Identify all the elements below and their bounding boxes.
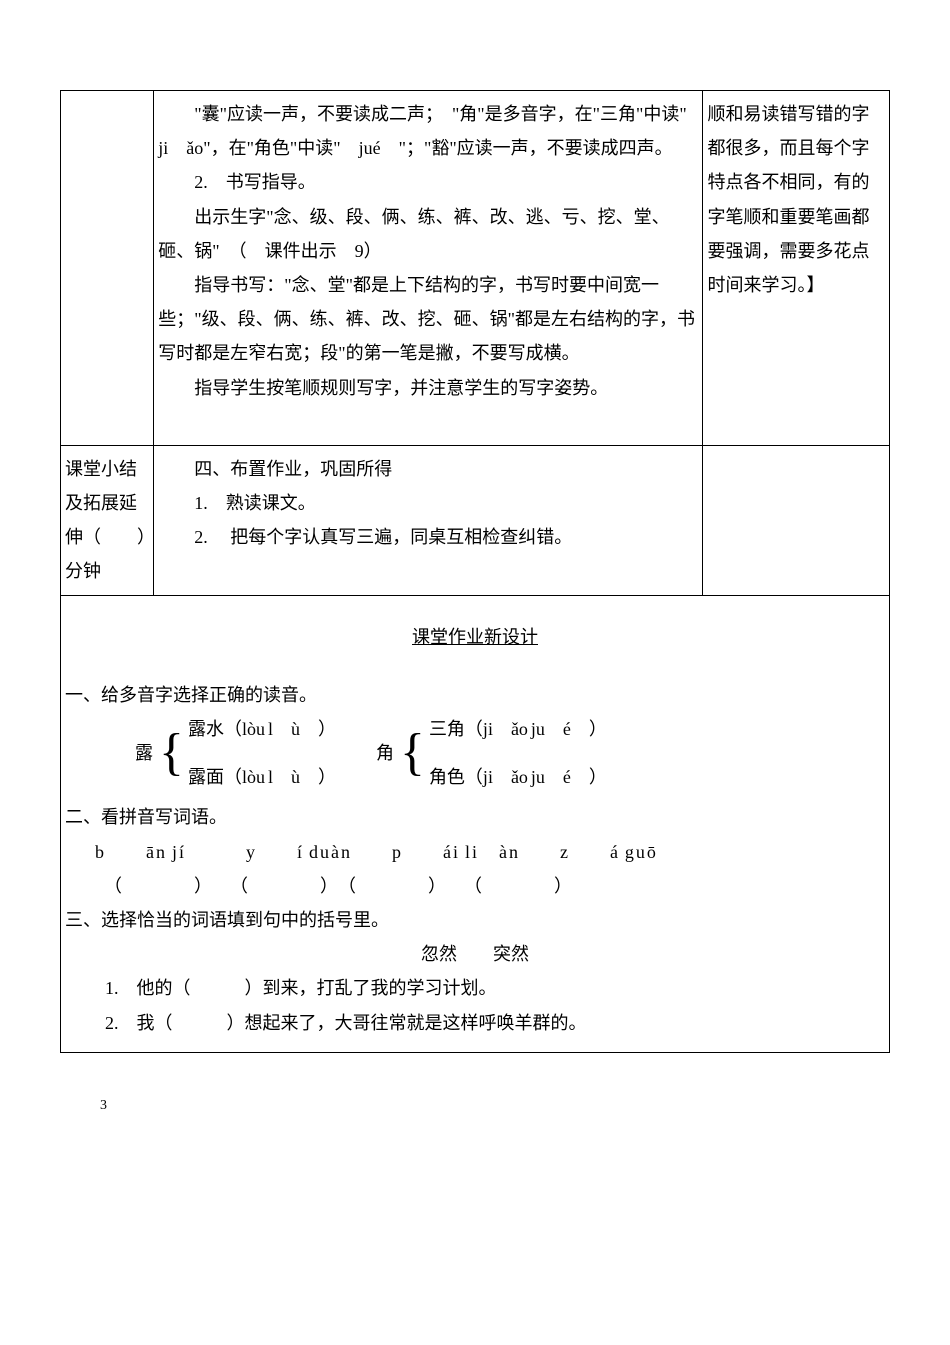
r1-p1: "囊"应读一声，不要读成二声； "角"是多音字，在"三角"中读" ji ǎo"，… (158, 97, 698, 165)
row1-mid: "囊"应读一声，不要读成二声； "角"是多音字，在"三角"中读" ji ǎo"，… (154, 91, 703, 446)
r2-mid-1: 1. 熟读课文。 (158, 486, 698, 520)
hw-s1-head: 一、给多音字选择正确的读音。 (65, 678, 885, 712)
r2-mid-h: 四、布置作业，巩固所得 (158, 452, 698, 486)
r1-p5: 指导学生按笔顺规则写字，并注意学生的写字姿势。 (158, 371, 698, 405)
hw-s3-words: 忽然 突然 (65, 937, 885, 971)
r2-mid-2: 2. 把每个字认真写三遍，同桌互相检查纠错。 (158, 520, 698, 554)
brace1-item-b: 露面（lòu l ù ） (188, 760, 336, 794)
r2-left-1: 课堂小结 (65, 452, 149, 486)
hw-paren: （ ） （ ） （ ） （ ） (95, 869, 885, 903)
homework-body: 一、给多音字选择正确的读音。 露 { 露水（lòu l ù ） 露面（lòu l… (65, 672, 885, 1046)
page-number: 3 (100, 1093, 890, 1120)
hw-s3-head: 三、选择恰当的词语填到句中的括号里。 (65, 903, 885, 937)
homework-cell: 课堂作业新设计 一、给多音字选择正确的读音。 露 { 露水（lòu l ù ） … (61, 595, 890, 1052)
brace2-item-a: 三角（ji ǎo ju é ） (429, 712, 607, 746)
row2-right (703, 445, 890, 595)
hw-s3-q2: 2. 我（ ）想起来了，大哥往常就是这样呼唤羊群的。 (105, 1006, 885, 1040)
r2-left-2: 及拓展延 (65, 486, 149, 520)
row1-left (61, 91, 154, 446)
left-brace-icon: { (400, 727, 425, 779)
brace2-item-b: 角色（ji ǎo ju é ） (429, 760, 607, 794)
hw-pinyin: b ān jí y í duàn p ái li àn z á guō (95, 835, 885, 869)
r1-p3: 出示生字"念、级、段、俩、练、裤、改、逃、亏、挖、堂、砸、锅" （ 课件出示 9… (158, 200, 698, 268)
homework-title: 课堂作业新设计 (65, 620, 885, 654)
r2-left-4: 分钟 (65, 554, 149, 588)
row1-right: 顺和易读错写错的字都很多，而且每个字特点各不相同，有的字笔顺和重要笔画都要强调，… (703, 91, 890, 446)
r2-left-3: 伸（ ） (65, 520, 149, 554)
r1-p4: 指导书写："念、堂"都是上下结构的字，书写时要中间宽一些；"级、段、俩、练、裤、… (158, 268, 698, 371)
hw-s2-head: 二、看拼音写词语。 (65, 800, 885, 834)
brace-group-2: 角 { 三角（ji ǎo ju é ） 角色（ji ǎo ju é ） (376, 712, 607, 794)
row2-left: 课堂小结 及拓展延 伸（ ） 分钟 (61, 445, 154, 595)
row2-mid: 四、布置作业，巩固所得 1. 熟读课文。 2. 把每个字认真写三遍，同桌互相检查… (154, 445, 703, 595)
hw-s3-q1: 1. 他的（ ）到来，打乱了我的学习计划。 (105, 971, 885, 1005)
lesson-table: "囊"应读一声，不要读成二声； "角"是多音字，在"三角"中读" ji ǎo"，… (60, 90, 890, 1053)
left-brace-icon: { (159, 727, 184, 779)
brace-row: 露 { 露水（lòu l ù ） 露面（lòu l ù ） 角 { 三角（ji … (135, 712, 885, 794)
r1-p2: 2. 书写指导。 (158, 165, 698, 199)
brace1-label: 露 (135, 736, 153, 770)
brace-group-1: 露 { 露水（lòu l ù ） 露面（lòu l ù ） (135, 712, 336, 794)
brace1-item-a: 露水（lòu l ù ） (188, 712, 336, 746)
brace2-label: 角 (376, 736, 394, 770)
r1-right-text: 顺和易读错写错的字都很多，而且每个字特点各不相同，有的字笔顺和重要笔画都要强调，… (707, 97, 885, 302)
